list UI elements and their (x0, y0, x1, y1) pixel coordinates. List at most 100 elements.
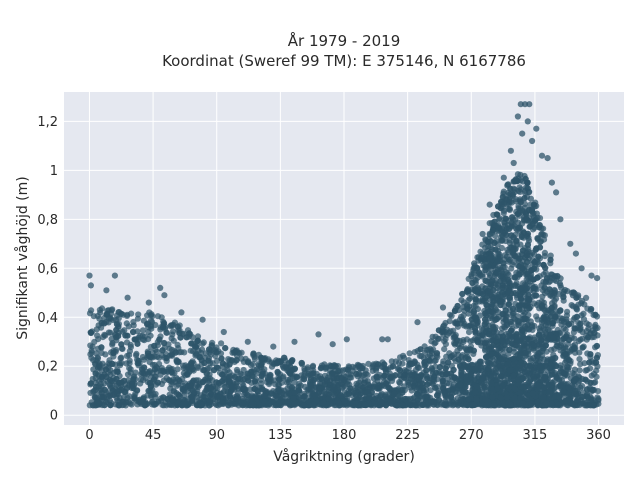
data-point (194, 363, 201, 370)
data-point (424, 375, 431, 382)
data-point (284, 376, 291, 384)
data-point (515, 224, 522, 231)
data-point (89, 402, 97, 409)
data-point (301, 393, 308, 400)
data-point (580, 316, 588, 323)
data-point (557, 307, 564, 314)
data-point (273, 360, 280, 367)
data-point (517, 395, 524, 402)
data-point (499, 362, 506, 369)
data-point (519, 265, 526, 272)
data-point (539, 287, 547, 294)
data-point (127, 366, 134, 373)
data-point (240, 366, 247, 374)
data-point (521, 200, 529, 207)
data-point (115, 402, 122, 409)
data-point (123, 360, 130, 367)
data-point (223, 394, 230, 402)
data-point (256, 366, 263, 373)
data-point (170, 387, 177, 394)
data-points (86, 101, 602, 409)
data-point (513, 322, 520, 329)
data-point (205, 377, 212, 384)
data-point (536, 224, 543, 231)
data-point (481, 321, 488, 328)
data-point (503, 196, 510, 203)
data-point (592, 321, 599, 328)
data-point (562, 344, 569, 351)
data-point (435, 335, 442, 342)
data-point (334, 386, 342, 394)
data-point (570, 378, 577, 385)
data-point (557, 347, 564, 354)
data-point (431, 358, 438, 365)
data-point (487, 378, 494, 386)
data-point (134, 340, 141, 347)
data-point (436, 364, 443, 371)
data-point (330, 391, 337, 398)
data-point (525, 292, 532, 299)
data-point (174, 341, 181, 348)
data-point (252, 393, 259, 400)
data-point (276, 376, 283, 383)
data-point (225, 356, 232, 363)
data-point (224, 389, 231, 396)
data-point (465, 310, 472, 317)
data-point (365, 389, 372, 396)
data-point (517, 285, 524, 292)
data-point (460, 312, 467, 319)
data-point (497, 293, 504, 300)
data-point (592, 359, 600, 366)
data-point (454, 402, 462, 409)
data-point (573, 306, 581, 313)
data-point (573, 313, 581, 320)
data-point (489, 321, 496, 328)
data-point (192, 350, 199, 357)
data-point (510, 372, 517, 379)
data-point (219, 360, 226, 367)
data-point (490, 286, 497, 294)
data-point (442, 336, 449, 343)
data-point (203, 370, 210, 377)
data-point (524, 278, 532, 285)
data-point (149, 398, 156, 405)
data-point (519, 247, 527, 254)
data-point (470, 347, 477, 354)
data-point (307, 381, 314, 388)
data-point (130, 328, 137, 336)
data-point (107, 402, 114, 409)
data-point (587, 365, 594, 372)
data-point (508, 312, 515, 319)
data-point (533, 292, 540, 299)
data-point (188, 393, 195, 400)
data-point (467, 371, 474, 378)
data-point (509, 261, 516, 268)
data-point (172, 349, 179, 356)
data-point (472, 287, 479, 295)
data-point (526, 188, 533, 196)
data-point (500, 210, 507, 217)
data-point (558, 315, 565, 322)
data-point (456, 381, 464, 388)
data-point (402, 395, 409, 403)
data-point (539, 293, 546, 300)
data-point (154, 342, 161, 349)
data-point (455, 341, 462, 348)
data-point (552, 354, 559, 362)
data-point (296, 394, 303, 401)
data-point (424, 381, 431, 388)
data-point (274, 368, 281, 376)
data-point (531, 322, 538, 329)
data-point (163, 329, 170, 336)
data-point (133, 352, 140, 359)
data-point (284, 399, 291, 406)
data-point (358, 390, 365, 397)
data-point (396, 379, 403, 386)
data-point (538, 231, 545, 238)
data-point (565, 364, 572, 371)
data-point (506, 295, 513, 302)
data-point (409, 372, 416, 379)
data-point (552, 313, 559, 320)
data-point (587, 351, 594, 358)
data-point (451, 307, 458, 314)
